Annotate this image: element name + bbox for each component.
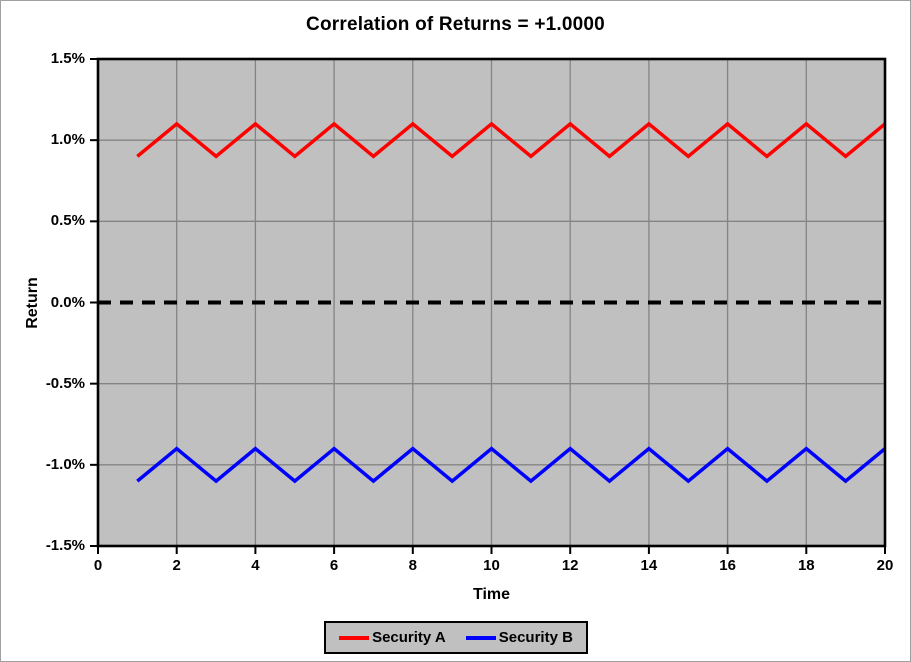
legend-label: Security B (498, 629, 573, 646)
x-tick-label: 20 (876, 557, 894, 574)
chart-title: Correlation of Returns = +1.0000 (306, 14, 605, 35)
legend: Security A Security B (324, 621, 588, 654)
y-tick-label: -1.0% (45, 455, 85, 473)
y-tick-label: -1.5% (45, 537, 85, 554)
legend-label: Security A (372, 629, 446, 646)
x-tick-label: 8 (408, 557, 417, 574)
x-tick-label: 14 (640, 557, 658, 574)
x-tick-label: 6 (329, 557, 339, 574)
series-line-security-a (136, 121, 887, 159)
legend-line-swatch (465, 635, 496, 640)
plot-border (96, 57, 887, 548)
legend-line-swatch (339, 635, 370, 640)
y-tick-label: 1.5% (50, 50, 85, 67)
x-axis-title: Time (472, 586, 511, 603)
x-tick-label: 0 (93, 557, 103, 574)
x-tick-label: 4 (251, 557, 260, 574)
y-tick-label: 0.5% (50, 212, 85, 230)
legend-item-security-b: Security B (465, 629, 573, 646)
series-line-security-b (136, 446, 887, 484)
y-tick-label: 0.0% (50, 293, 85, 311)
x-tick-label: 18 (797, 557, 815, 574)
legend-item-security-a: Security A (339, 629, 446, 646)
x-tick-label: 12 (561, 557, 579, 574)
y-tick-label: 1.0% (50, 131, 85, 149)
x-tick-label: 10 (483, 557, 500, 574)
y-tick-label: -0.5% (45, 374, 85, 392)
x-tick-label: 16 (719, 557, 736, 574)
x-tick-label: 2 (172, 557, 181, 574)
